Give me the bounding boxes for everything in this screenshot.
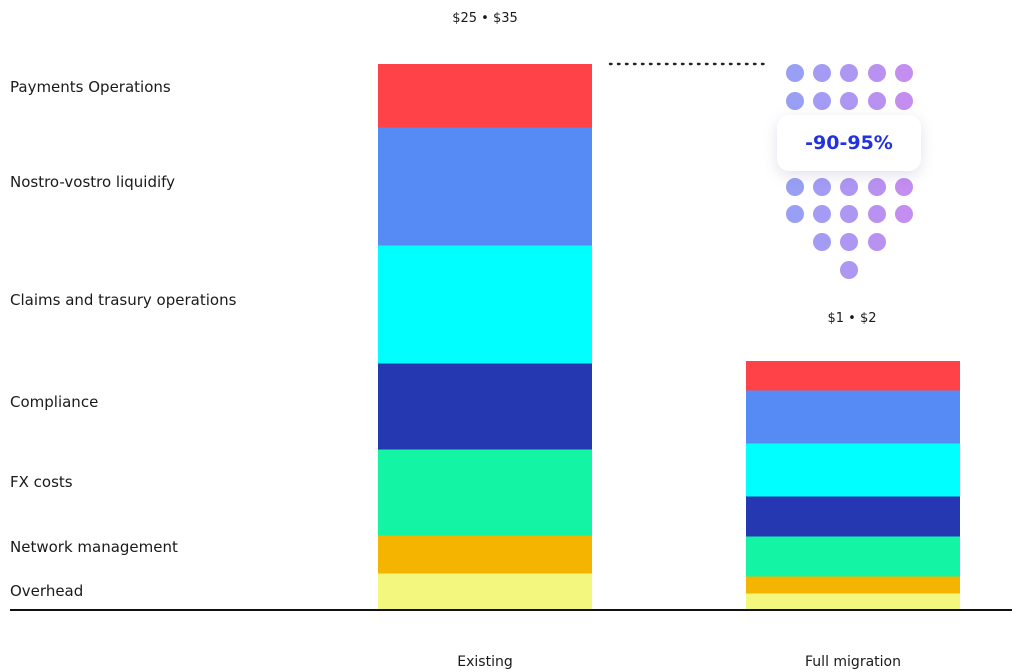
reduction-dot-3-0	[786, 205, 804, 223]
reduction-dot-1-2	[840, 92, 858, 110]
value-label-existing: $25 • $35	[452, 11, 518, 26]
reduction-badge: -90-95%	[777, 115, 921, 171]
reduction-dot-1-1	[813, 92, 831, 110]
bar-segment-full-migration-claims-and-trasury-operations	[746, 443, 960, 497]
reduction-dot-2-3	[868, 178, 886, 196]
reduction-dots-group	[786, 64, 913, 279]
bar-segment-existing-overhead	[378, 573, 592, 611]
reduction-dot-2-2	[840, 178, 858, 196]
reduction-dot-0-3	[868, 64, 886, 82]
reduction-dot-3-1	[813, 205, 831, 223]
segment-label-nostro-vostro-liquidify: Nostro-vostro liquidify	[10, 173, 175, 191]
category-label-existing: Existing	[457, 654, 512, 670]
segment-label-network-management: Network management	[10, 538, 178, 556]
bar-segment-full-migration-nostro-vostro-liquidify	[746, 390, 960, 444]
segment-label-payments-operations: Payments Operations	[10, 78, 171, 96]
segment-label-claims-and-trasury-operations: Claims and trasury operations	[10, 291, 237, 309]
bar-segment-full-migration-network-management	[746, 576, 960, 594]
bar-segment-existing-claims-and-trasury-operations	[378, 245, 592, 364]
reduction-dot-0-4	[895, 64, 913, 82]
reduction-dot-4-1	[840, 233, 858, 251]
reduction-dot-0-0	[786, 64, 804, 82]
reduction-dot-0-2	[840, 64, 858, 82]
bar-segment-full-migration-fx-costs	[746, 536, 960, 577]
bar-segment-full-migration-compliance	[746, 496, 960, 537]
reduction-dot-1-4	[895, 92, 913, 110]
segment-label-fx-costs: FX costs	[10, 473, 73, 491]
reduction-dot-5-0	[840, 261, 858, 279]
bars-group	[378, 64, 960, 611]
bar-segment-full-migration-overhead	[746, 593, 960, 611]
bar-segment-existing-payments-operations	[378, 64, 592, 128]
category-label-full-migration: Full migration	[805, 654, 901, 670]
reduction-dot-1-0	[786, 92, 804, 110]
segment-labels-group: Payments Operations Nostro-vostro liquidi…	[10, 78, 237, 600]
bar-segment-full-migration-payments-operations	[746, 361, 960, 391]
bar-segment-existing-network-management	[378, 535, 592, 574]
bar-segment-existing-fx-costs	[378, 449, 592, 536]
segment-label-compliance: Compliance	[10, 393, 98, 411]
reduction-dot-0-1	[813, 64, 831, 82]
reduction-dot-4-0	[813, 233, 831, 251]
reduction-dot-3-4	[895, 205, 913, 223]
bar-segment-existing-compliance	[378, 363, 592, 450]
value-label-full-migration: $1 • $2	[827, 311, 876, 326]
reduction-dot-2-0	[786, 178, 804, 196]
reduction-dot-2-1	[813, 178, 831, 196]
reduction-dot-2-4	[895, 178, 913, 196]
reduction-dot-3-3	[868, 205, 886, 223]
reduction-dot-1-3	[868, 92, 886, 110]
reduction-dot-4-2	[868, 233, 886, 251]
reduction-dot-3-2	[840, 205, 858, 223]
bar-segment-existing-nostro-vostro-liquidify	[378, 127, 592, 246]
segment-label-overhead: Overhead	[10, 582, 83, 600]
